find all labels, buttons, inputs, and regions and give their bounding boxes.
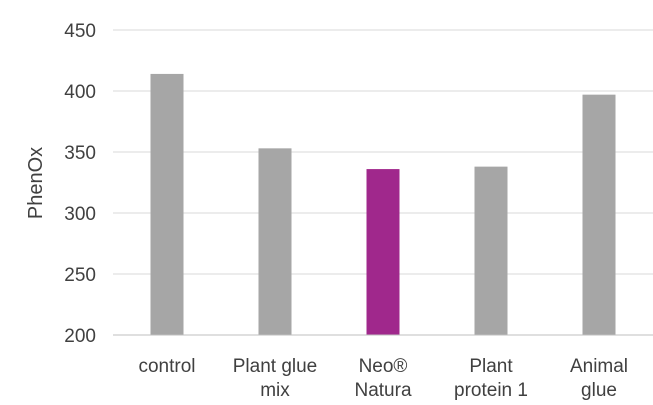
x-tick-label: mix: [260, 380, 290, 401]
y-tick-label: 450: [64, 21, 96, 42]
x-tick-label: Plant: [469, 356, 513, 377]
y-tick-labels: 200 250 300 350 400 450: [64, 21, 96, 347]
bars: [150, 73, 616, 336]
x-tick-label: Neo®: [359, 356, 408, 377]
bar: [366, 169, 400, 335]
y-tick-label: 250: [64, 265, 96, 286]
x-tick-label: Animal: [570, 356, 628, 377]
bar: [150, 73, 184, 336]
bar: [258, 148, 292, 335]
x-tick-label: glue: [581, 380, 617, 401]
category-labels: control Plant glue mix Neo® Natura Plant prote…: [138, 356, 628, 401]
bar: [582, 94, 616, 335]
gridlines: [113, 29, 653, 275]
y-tick-label: 350: [64, 143, 96, 164]
y-tick-label: 200: [64, 326, 96, 347]
y-tick-label: 400: [64, 82, 96, 103]
y-axis-label: PhenOx: [25, 147, 47, 219]
x-tick-label: Natura: [354, 380, 411, 401]
x-tick-label: protein 1: [454, 380, 528, 401]
bar: [474, 166, 508, 335]
y-tick-label: 300: [64, 204, 96, 225]
x-tick-label: Plant glue: [233, 356, 318, 377]
x-tick-label: control: [138, 356, 195, 377]
